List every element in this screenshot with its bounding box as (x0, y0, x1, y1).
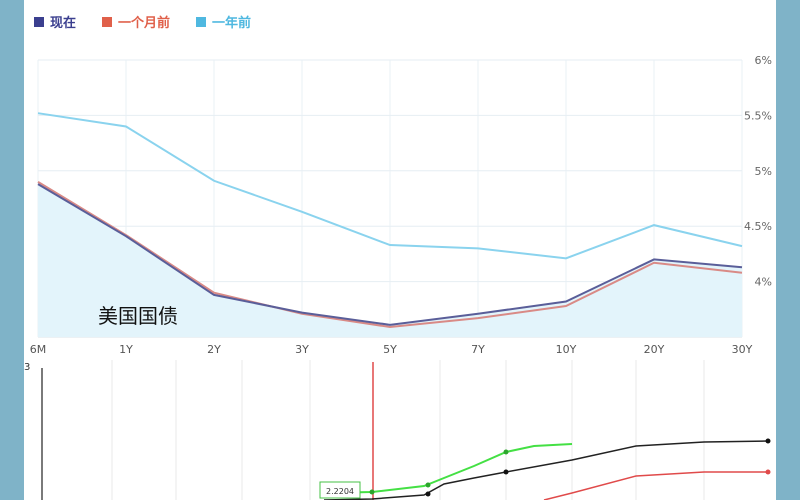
bottom-black-dot (765, 438, 771, 444)
bottom-red-line (543, 471, 768, 500)
series-line-一年前 (37, 112, 743, 260)
series-line-一个月前 (37, 181, 743, 329)
bottom-green-line (323, 443, 573, 494)
x-tick-label: 2Y (207, 343, 221, 356)
chart-card: 现在 一个月前 一年前 6M 1Y 2Y 3Y 5Y 7Y 10Y 20Y 30Y 6% 5.5%… (24, 0, 776, 500)
chart-legend: 现在 一个月前 一年前 (34, 12, 251, 31)
y-tick-layer: 6% 5.5% 5% 4.5% 4% (744, 54, 772, 289)
bottom-green-dot (369, 489, 375, 495)
legend-swatch-month-ago (102, 16, 113, 27)
bottom-black-line (323, 440, 769, 500)
bottom-green-dot (425, 482, 431, 488)
area-layer (38, 184, 742, 337)
bottom-top-label: 3 (24, 362, 30, 373)
secondary-chart-panel: 3 2.2204 (24, 360, 771, 500)
bottom-grid (111, 360, 705, 500)
bottom-value-label: 2.2204 (326, 487, 354, 496)
bottom-green-dot (503, 449, 509, 455)
legend-swatch-current (34, 16, 44, 27)
legend-item-month-ago[interactable]: 一个月前 (102, 12, 170, 31)
yield-curve-chart: 6M 1Y 2Y 3Y 5Y 7Y 10Y 20Y 30Y 6% 5.5% 5% 4.5% 4% (30, 54, 772, 356)
x-tick-label: 5Y (383, 343, 397, 356)
bottom-black-dot (425, 491, 431, 497)
legend-swatch-year-ago (196, 16, 207, 27)
x-tick-label: 6M (30, 343, 47, 356)
series-line-现在 (37, 183, 743, 326)
x-tick-label: 3Y (295, 343, 309, 356)
y-tick-label: 4% (755, 276, 772, 289)
chart-caption: 美国国债 (98, 304, 178, 328)
x-tick-label: 20Y (644, 343, 665, 356)
x-tick-label: 30Y (732, 343, 753, 356)
current-area-fill (38, 184, 742, 337)
x-tick-label: 7Y (471, 343, 485, 356)
line-layer (37, 112, 743, 329)
y-tick-label: 5% (755, 165, 772, 178)
legend-item-current[interactable]: 现在 (34, 12, 76, 31)
bottom-value-box (319, 481, 361, 499)
y-tick-label: 6% (755, 54, 772, 67)
y-tick-label: 5.5% (744, 109, 772, 122)
legend-label-year-ago: 一年前 (212, 16, 252, 31)
y-tick-label: 4.5% (744, 220, 772, 233)
x-tick-label: 10Y (556, 343, 577, 356)
legend-item-year-ago[interactable]: 一年前 (196, 12, 251, 31)
x-tick-layer: 6M 1Y 2Y 3Y 5Y 7Y 10Y 20Y 30Y (30, 343, 753, 356)
legend-label-current: 现在 (50, 16, 77, 31)
bottom-red-dot (765, 469, 771, 475)
legend-label-month-ago: 一个月前 (118, 16, 171, 31)
x-tick-label: 1Y (119, 343, 133, 356)
bottom-black-dot (503, 469, 509, 475)
